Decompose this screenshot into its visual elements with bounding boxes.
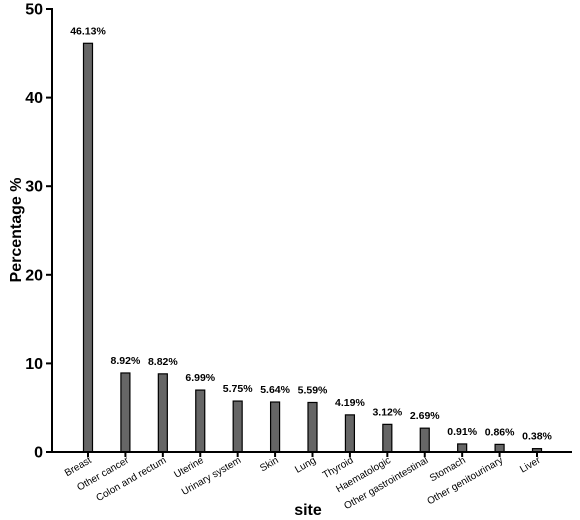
- y-tick-label: 50: [25, 2, 43, 19]
- data-labels: 46.13% 8.92% 8.82% 6.99% 5.75% 5.64% 5.59% 4.19…: [70, 25, 552, 442]
- bar: [120, 372, 131, 453]
- data-label: 46.13%: [70, 25, 106, 37]
- bar: [82, 42, 94, 453]
- data-label: 4.19%: [335, 397, 365, 409]
- bar: [232, 400, 243, 453]
- x-tick-label: Lung: [293, 455, 318, 476]
- data-label: 0.86%: [485, 426, 515, 438]
- bar: [307, 401, 318, 453]
- y-tick-label: 20: [25, 267, 43, 284]
- bar: [157, 373, 168, 453]
- bar: [344, 414, 356, 453]
- data-label: 0.91%: [447, 426, 477, 438]
- data-label: 5.59%: [298, 384, 328, 396]
- data-label: 5.75%: [223, 383, 253, 395]
- data-label: 2.69%: [410, 410, 440, 422]
- y-tick-label: 0: [34, 445, 43, 462]
- bar: [494, 443, 505, 453]
- bar: [195, 389, 206, 453]
- data-label: 8.82%: [148, 356, 178, 368]
- bar: [419, 427, 430, 453]
- y-tick-label: 30: [25, 179, 43, 196]
- data-label: 5.64%: [260, 384, 290, 396]
- y-axis-title: Percentage %: [8, 178, 25, 283]
- data-label: 6.99%: [185, 372, 215, 384]
- bar: [457, 443, 468, 453]
- bar: [269, 401, 281, 453]
- x-tick-label: Skin: [258, 455, 280, 474]
- y-axis-ticks: 0 10 20 30 40 50: [25, 2, 52, 462]
- x-tick-label: Liver: [518, 455, 543, 476]
- x-axis-title: site: [294, 502, 322, 519]
- bar: [382, 423, 393, 453]
- x-tick-label: Colon and rectum: [94, 455, 168, 504]
- y-tick-label: 40: [25, 90, 43, 107]
- data-label: 0.38%: [522, 431, 552, 443]
- data-label: 3.12%: [372, 406, 402, 418]
- data-label: 8.92%: [111, 355, 141, 367]
- y-tick-label: 10: [25, 356, 43, 373]
